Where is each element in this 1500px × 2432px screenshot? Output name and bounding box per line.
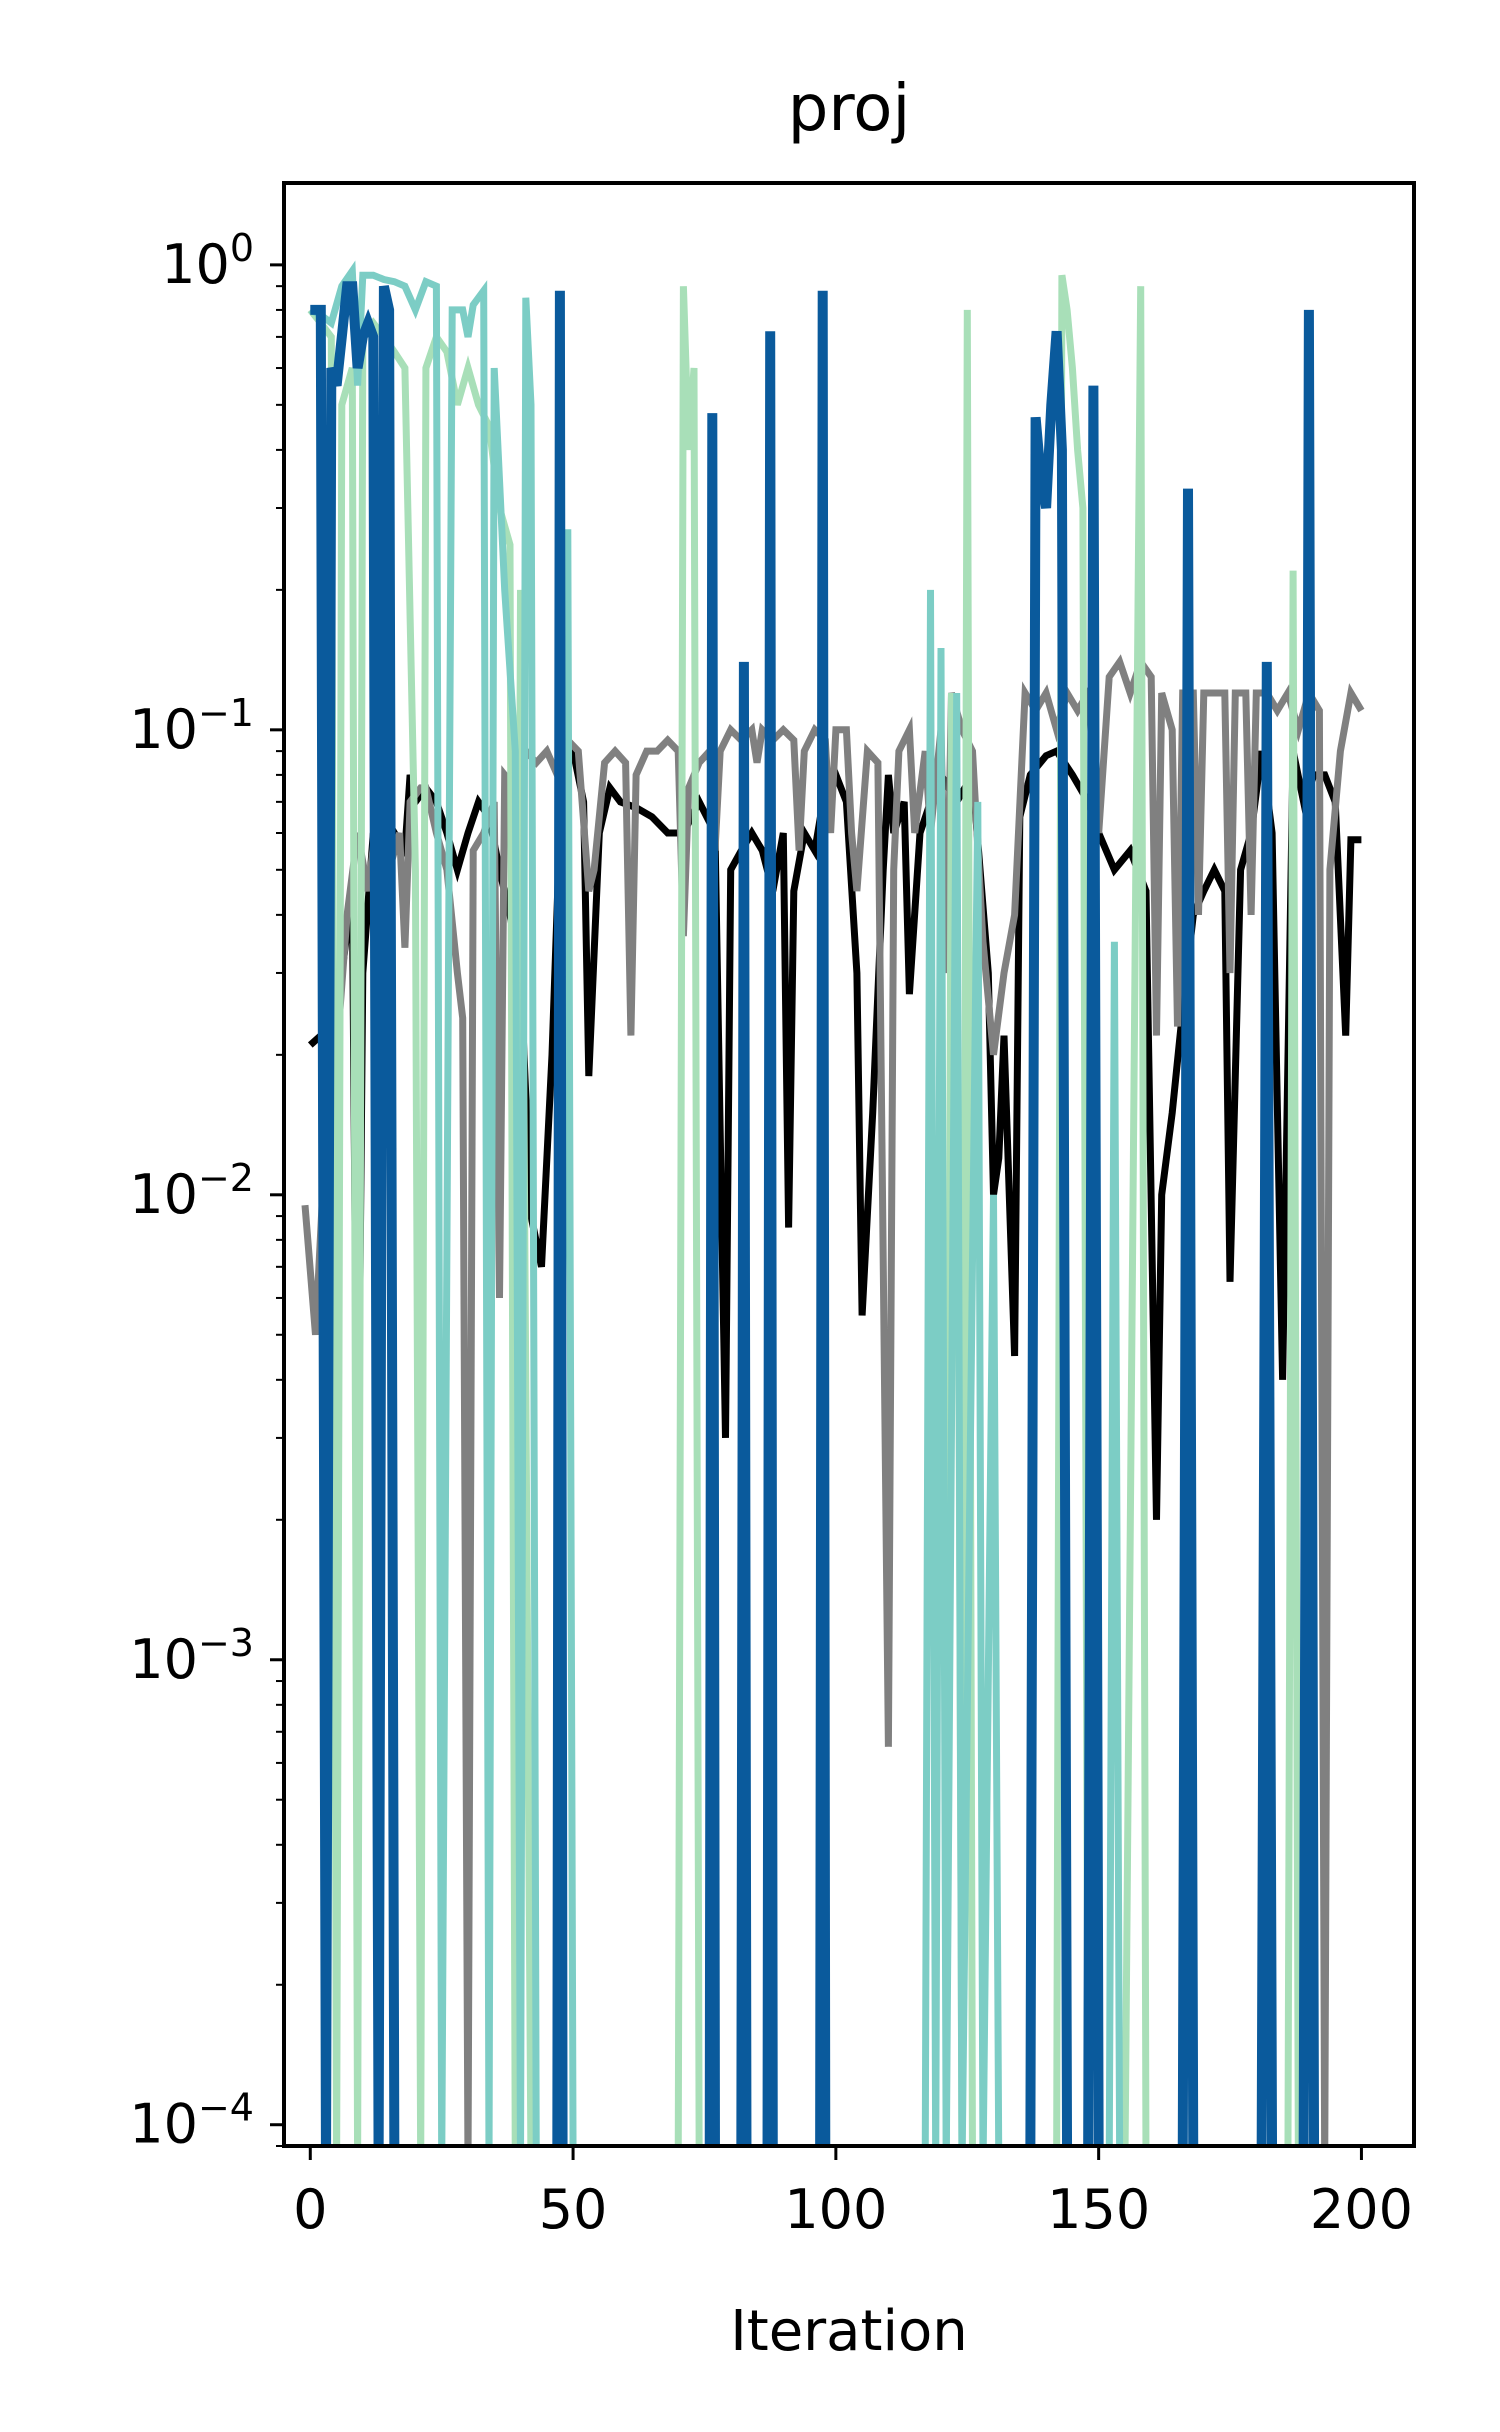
x-tick-label: 50	[539, 2178, 608, 2241]
y-tick-label: 10−1	[129, 691, 254, 761]
y-axis: 10−4 10−3 10−2 10−1 100	[129, 226, 284, 2156]
y-tick-label: 10−3	[129, 1621, 254, 1691]
chart-title: proj	[788, 72, 910, 146]
series-layer	[301, 260, 1365, 2146]
series-line-3	[307, 274, 1302, 2146]
x-axis: 0 50 100 150 200	[293, 2146, 1413, 2241]
y-tick-label: 100	[161, 226, 254, 296]
x-tick-label: 200	[1310, 2178, 1413, 2241]
x-axis-label: Iteration	[730, 2299, 968, 2364]
y-tick-label: 10−2	[129, 1156, 254, 1226]
plot-frame	[282, 181, 1416, 2148]
x-tick-label: 100	[784, 2178, 887, 2241]
series-line-5	[310, 281, 1320, 2146]
x-tick-label: 150	[1047, 2178, 1150, 2241]
y-tick-label: 10−4	[129, 2086, 254, 2156]
series-line-4	[308, 260, 1124, 2146]
x-tick-label: 0	[293, 2178, 327, 2241]
